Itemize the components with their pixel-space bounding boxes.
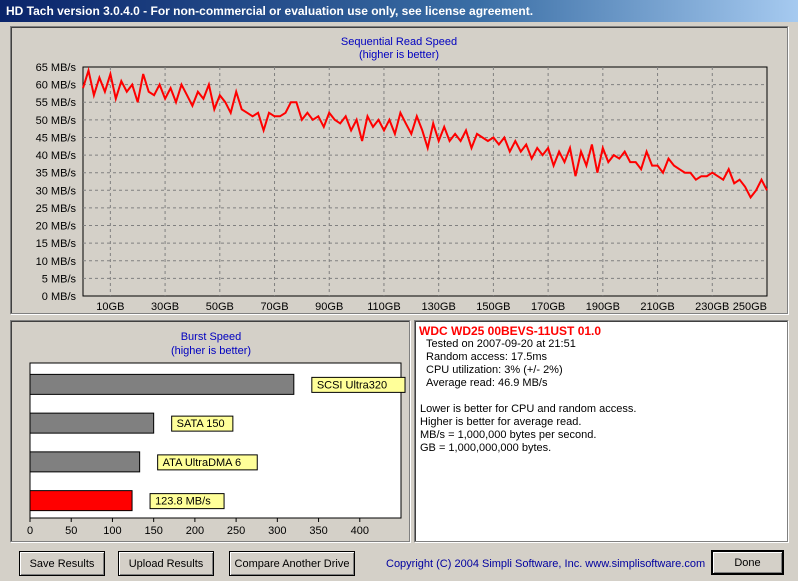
x-tick-label: 350 (309, 525, 327, 537)
y-tick-label: 10 MB/s (36, 256, 77, 268)
read-chart-title: Sequential Read Speed (341, 36, 457, 48)
x-tick-label: 90GB (315, 301, 343, 313)
x-tick-label: 150GB (476, 301, 510, 313)
burst-label-box (149, 493, 225, 510)
x-tick-label: 70GB (260, 301, 288, 313)
burst-bar (29, 451, 141, 473)
x-tick-label: 190GB (586, 301, 620, 313)
x-tick-label: 250 (227, 525, 245, 537)
y-tick-label: 65 MB/s (36, 62, 77, 74)
sequential-read-chart: Sequential Read Speed (higher is better)… (36, 36, 768, 313)
x-tick-label: 110GB (367, 301, 400, 313)
y-tick-label: 15 MB/s (36, 238, 77, 250)
burst-label: SCSI Ultra320 (317, 379, 387, 391)
x-tick-label: 200 (186, 525, 204, 537)
burst-chart-subtitle: (higher is better) (171, 345, 251, 357)
y-tick-label: 0 MB/s (42, 291, 77, 303)
x-tick-label: 230GB (695, 301, 729, 313)
x-tick-label: 250GB (733, 301, 767, 313)
read-y-axis: 0 MB/s 5 MB/s 10 MB/s 15 MB/s 20 MB/s 25 MB/s… (36, 62, 77, 303)
read-plot-area (82, 66, 768, 297)
random-access: Random access: 17.5ms (426, 351, 548, 363)
y-tick-label: 35 MB/s (36, 168, 77, 180)
y-tick-label: 20 MB/s (36, 221, 77, 233)
x-tick-label: 10GB (96, 301, 124, 313)
y-tick-label: 50 MB/s (36, 115, 77, 127)
drive-info-panel: WDC WD25 00BEVS-11UST 01.0 Tested on 200… (414, 320, 788, 542)
note-line: Higher is better for average read. (420, 416, 582, 428)
upload-results-button[interactable]: Upload Results (118, 551, 214, 576)
burst-label-box (311, 376, 406, 393)
y-tick-label: 60 MB/s (36, 80, 77, 92)
burst-label: 123.8 MB/s (155, 496, 211, 508)
burst-speed-chart: Burst Speed (higher is better) SCSI Ultr… (27, 331, 406, 537)
done-button[interactable]: Done (711, 550, 784, 575)
burst-label-box (157, 454, 258, 471)
x-tick-label: 50GB (206, 301, 234, 313)
compare-another-drive-button[interactable]: Compare Another Drive (229, 551, 355, 576)
window-title: HD Tach version 3.0.4.0 - For non-commer… (0, 0, 798, 22)
x-tick-label: 0 (27, 525, 33, 537)
read-speed-series (82, 66, 768, 200)
sequential-read-panel: Sequential Read Speed (higher is better)… (10, 26, 788, 314)
x-tick-label: 100 (103, 525, 121, 537)
x-tick-label: 30GB (151, 301, 179, 313)
x-tick-label: 300 (268, 525, 286, 537)
y-tick-label: 45 MB/s (36, 132, 77, 144)
x-tick-label: 130GB (422, 301, 456, 313)
note-line: GB = 1,000,000,000 bytes. (420, 442, 552, 454)
x-tick-label: 400 (351, 525, 369, 537)
burst-label-box (171, 415, 234, 432)
burst-bar (29, 490, 133, 512)
y-tick-label: 55 MB/s (36, 97, 77, 109)
y-tick-label: 5 MB/s (42, 273, 77, 285)
drive-name: WDC WD25 00BEVS-11UST 01.0 (419, 324, 602, 338)
y-tick-label: 30 MB/s (36, 185, 77, 197)
y-tick-label: 40 MB/s (36, 150, 77, 162)
x-tick-label: 170GB (531, 301, 565, 313)
save-results-button[interactable]: Save Results (19, 551, 105, 576)
burst-x-axis: 0 50 100 150 200 250 300 350 400 (27, 518, 369, 537)
read-x-axis: 10GB 30GB 50GB 70GB 90GB 110GB 130GB 150GB 170GB… (96, 301, 767, 313)
cpu-utilization: CPU utilization: 3% (+/- 2%) (426, 364, 563, 376)
read-chart-subtitle: (higher is better) (359, 49, 439, 61)
copyright-text: Copyright (C) 2004 Simpli Software, Inc.… (386, 558, 706, 570)
note-line: MB/s = 1,000,000 bytes per second. (420, 429, 597, 441)
tested-on: Tested on 2007-09-20 at 21:51 (426, 338, 576, 350)
burst-chart-title: Burst Speed (181, 331, 242, 343)
x-tick-label: 210GB (640, 301, 674, 313)
note-line: Lower is better for CPU and random acces… (420, 403, 637, 415)
x-tick-label: 150 (144, 525, 162, 537)
burst-bars: SCSI Ultra320 SATA 150 ATA UltraDMA 6 123.8… (29, 373, 406, 512)
y-tick-label: 25 MB/s (36, 203, 77, 215)
burst-speed-panel: Burst Speed (higher is better) SCSI Ultr… (10, 320, 410, 542)
x-tick-label: 50 (65, 525, 77, 537)
burst-bar (29, 373, 295, 395)
burst-label: ATA UltraDMA 6 (163, 457, 241, 469)
average-read: Average read: 46.9 MB/s (426, 377, 548, 389)
burst-label: SATA 150 (177, 418, 225, 430)
read-grid (83, 67, 767, 296)
burst-bar (29, 412, 155, 434)
